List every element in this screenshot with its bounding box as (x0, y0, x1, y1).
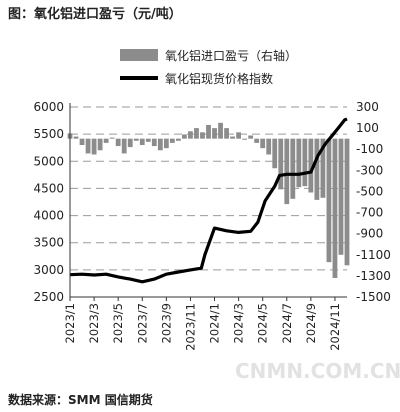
left-tick-label: 3000 (33, 263, 64, 277)
right-tick-label: -1500 (356, 290, 391, 304)
right-tick-label: -500 (356, 184, 383, 198)
bar (314, 138, 320, 200)
bars (67, 122, 350, 278)
bar (332, 138, 338, 278)
left-tick-label: 5500 (33, 127, 64, 141)
bar (242, 138, 248, 140)
left-axis: 2500 3000 3500 4000 4500 5000 5500 6000 (33, 100, 64, 304)
bar (224, 128, 229, 139)
bar (145, 138, 151, 142)
bar (284, 138, 290, 205)
x-tick-label: 2023/3 (87, 303, 101, 343)
right-tick-label: -300 (356, 163, 383, 177)
x-axis: 2023/1 2023/3 2023/5 2023/7 2023/9 2023/11 202… (63, 297, 342, 351)
bar (169, 138, 175, 143)
right-tick-label: -1300 (356, 269, 391, 283)
legend-bar-label: 氧化铝进口盈亏（右轴） (165, 48, 297, 63)
bar (344, 138, 350, 266)
bar (163, 138, 169, 149)
bar (91, 138, 97, 155)
left-tick-label: 4000 (33, 209, 64, 223)
bar (139, 138, 145, 145)
bar (290, 138, 296, 199)
bar (206, 124, 211, 139)
watermark: CNMN.COM.CN (235, 359, 400, 383)
left-tick-label: 6000 (33, 100, 64, 114)
bar (266, 138, 272, 155)
bar (182, 134, 187, 139)
bar (230, 136, 235, 139)
x-tick-label: 2024/7 (280, 303, 294, 343)
right-tick-label: -100 (356, 142, 383, 156)
bar (338, 138, 344, 255)
grid (70, 106, 347, 271)
legend-bar-swatch (120, 49, 158, 61)
bar (151, 138, 157, 147)
legend-line-label: 氧化铝现货价格指数 (165, 71, 273, 86)
bar (157, 138, 163, 151)
bar (73, 136, 79, 139)
bar (79, 138, 85, 145)
right-tick-label: 300 (356, 100, 379, 114)
x-tick-label: 2023/11 (183, 303, 197, 351)
chart-caption: 图：氧化铝进口盈亏（元/吨） (8, 6, 182, 22)
right-tick-label: -900 (356, 227, 383, 241)
bar (260, 138, 266, 149)
bar (236, 132, 242, 139)
bar (248, 135, 254, 139)
line-path (69, 117, 348, 284)
bar (296, 138, 302, 188)
bar (194, 128, 199, 139)
right-tick-label: -700 (356, 206, 383, 220)
bar (121, 138, 127, 154)
line-series (69, 117, 348, 284)
bar (115, 138, 121, 147)
x-tick-label: 2023/9 (159, 303, 173, 343)
bar (127, 138, 133, 148)
bar (85, 138, 91, 154)
bar (188, 131, 193, 139)
x-tick-label: 2024/9 (304, 303, 318, 343)
left-tick-label: 4500 (33, 181, 64, 195)
left-tick-label: 3500 (33, 236, 64, 250)
bar (133, 138, 139, 141)
x-tick-label: 2024/1 (208, 303, 222, 343)
bar (326, 138, 332, 263)
bar (320, 138, 326, 198)
bar (218, 122, 223, 139)
bar (308, 138, 314, 193)
bar (278, 138, 284, 190)
x-tick-label: 2024/3 (232, 303, 246, 343)
x-tick-label: 2023/1 (63, 303, 77, 343)
right-axis: -1500 -1300 -1100 -900 -700 -500 -300 -100 100 30… (356, 100, 391, 304)
source-note: 数据来源：SMM 国信期货 (8, 392, 153, 407)
x-tick-label: 2024/5 (256, 303, 270, 343)
right-tick-label: -1100 (356, 248, 391, 262)
bar (103, 138, 109, 143)
x-tick-label: 2023/7 (135, 303, 149, 343)
bar (212, 128, 217, 139)
bar (254, 138, 260, 143)
left-tick-label: 5000 (33, 154, 64, 168)
x-tick-label: 2023/5 (111, 303, 125, 343)
bar (97, 138, 103, 151)
bar (109, 137, 115, 139)
left-tick-label: 2500 (33, 290, 64, 304)
legend: 氧化铝进口盈亏（右轴） 氧化铝现货价格指数 (120, 48, 297, 86)
bar (175, 138, 181, 141)
right-tick-label: 100 (356, 121, 379, 135)
bar (272, 138, 278, 169)
bar (200, 132, 205, 139)
bar (302, 138, 308, 187)
axes (69, 103, 347, 298)
x-tick-label: 2024/11 (328, 303, 342, 351)
